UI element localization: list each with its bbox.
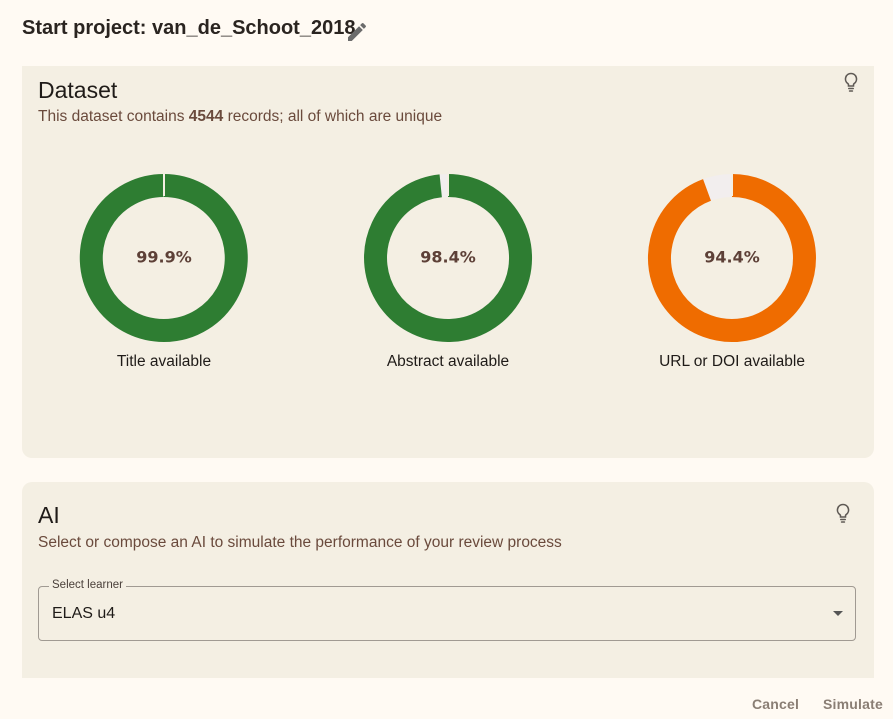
select-learner-dropdown[interactable]: Select learner ELAS u4 [38, 579, 856, 641]
dataset-heading: Dataset [38, 77, 118, 103]
title-available-label: Title available [116, 353, 212, 370]
ai-help-button[interactable] [833, 502, 853, 524]
title-available-donut: 99.9% [79, 172, 248, 342]
url-doi-available-label: URL or DOI available [659, 353, 805, 370]
summary-prefix: This dataset contains [38, 108, 189, 125]
dialog-header: Start project: van_de_Schoot_2018 [0, 0, 893, 62]
lightbulb-icon [836, 503, 850, 523]
summary-suffix: records; all of which are unique [223, 108, 443, 125]
abstract-available-label: Abstract available [386, 353, 510, 370]
donut-arc [364, 174, 533, 342]
select-learner-value: ELAS u4 [52, 605, 116, 622]
ai-heading: AI [38, 502, 60, 528]
simulate-button[interactable]: Simulate [823, 696, 883, 712]
ai-description: Select or compose an AI to simulate the … [38, 534, 562, 551]
donut-percent: 99.9% [136, 248, 192, 267]
donut-arc [648, 174, 816, 342]
dropdown-arrow-icon [833, 611, 843, 616]
url-doi-available-donut: 94.4% [648, 172, 816, 342]
dialog-content[interactable]: Dataset This dataset contains 4544 recor… [0, 66, 893, 678]
edit-title-button[interactable] [345, 20, 369, 44]
donut-arc [79, 174, 248, 342]
cancel-button[interactable]: Cancel [752, 696, 800, 712]
record-count: 4544 [188, 108, 224, 125]
donut-percent: 94.4% [704, 248, 760, 267]
page-title: Start project: van_de_Schoot_2018 [22, 17, 356, 39]
dataset-help-button[interactable] [841, 71, 861, 93]
select-learner-label: Select learner [49, 579, 126, 591]
abstract-available-donut: 98.4% [364, 172, 533, 342]
donut-percent: 98.4% [420, 248, 476, 267]
pencil-icon [348, 22, 367, 41]
ai-card: AI Select or compose an AI to simulate t… [22, 482, 874, 678]
dataset-card: Dataset This dataset contains 4544 recor… [22, 66, 874, 458]
dataset-summary: This dataset contains 4544 records; all … [38, 108, 442, 126]
lightbulb-icon [844, 72, 858, 92]
